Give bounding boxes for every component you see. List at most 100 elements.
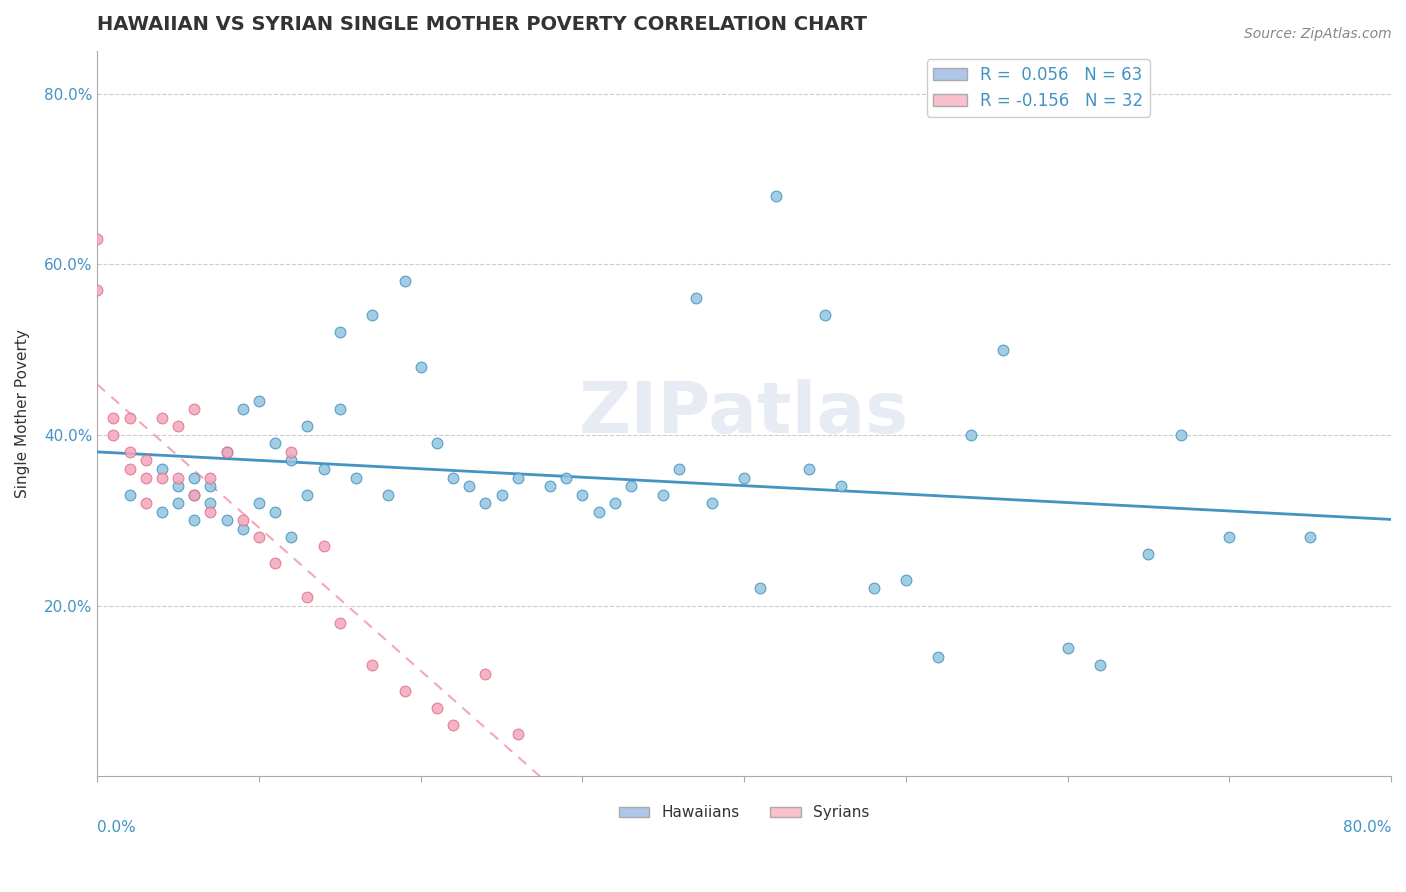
Point bbox=[183, 487, 205, 501]
Point bbox=[200, 505, 222, 519]
Point bbox=[264, 505, 287, 519]
Point bbox=[394, 683, 416, 698]
Point bbox=[103, 410, 125, 425]
Point bbox=[167, 419, 190, 434]
Point bbox=[150, 470, 173, 484]
Point bbox=[441, 718, 464, 732]
Point bbox=[135, 470, 157, 484]
Legend: Hawaiians, Syrians: Hawaiians, Syrians bbox=[613, 799, 876, 827]
Point bbox=[426, 436, 449, 450]
Point bbox=[377, 487, 399, 501]
Point bbox=[183, 402, 205, 417]
Point bbox=[441, 470, 464, 484]
Point bbox=[329, 326, 352, 340]
Point bbox=[135, 453, 157, 467]
Point bbox=[894, 573, 917, 587]
Point bbox=[1218, 530, 1240, 544]
Point bbox=[247, 496, 270, 510]
Point bbox=[588, 505, 610, 519]
Point bbox=[135, 496, 157, 510]
Point bbox=[830, 479, 852, 493]
Point bbox=[555, 470, 578, 484]
Point bbox=[200, 479, 222, 493]
Point bbox=[183, 513, 205, 527]
Point bbox=[264, 436, 287, 450]
Point bbox=[538, 479, 561, 493]
Point bbox=[685, 291, 707, 305]
Point bbox=[200, 496, 222, 510]
Point bbox=[118, 462, 141, 476]
Point bbox=[927, 649, 949, 664]
Point bbox=[86, 231, 108, 245]
Point bbox=[394, 274, 416, 288]
Point bbox=[150, 410, 173, 425]
Point bbox=[264, 556, 287, 570]
Point bbox=[862, 582, 884, 596]
Point bbox=[103, 427, 125, 442]
Text: HAWAIIAN VS SYRIAN SINGLE MOTHER POVERTY CORRELATION CHART: HAWAIIAN VS SYRIAN SINGLE MOTHER POVERTY… bbox=[97, 15, 868, 34]
Point bbox=[474, 496, 496, 510]
Point bbox=[232, 522, 254, 536]
Point bbox=[215, 445, 238, 459]
Point bbox=[118, 445, 141, 459]
Point bbox=[183, 470, 205, 484]
Point bbox=[297, 419, 319, 434]
Point bbox=[426, 701, 449, 715]
Point bbox=[329, 615, 352, 630]
Point bbox=[1088, 658, 1111, 673]
Point bbox=[733, 470, 755, 484]
Point bbox=[183, 487, 205, 501]
Point bbox=[361, 309, 384, 323]
Point bbox=[959, 427, 981, 442]
Point bbox=[1299, 530, 1322, 544]
Point bbox=[506, 726, 529, 740]
Point bbox=[1056, 641, 1078, 656]
Point bbox=[280, 530, 302, 544]
Point bbox=[458, 479, 481, 493]
Point bbox=[620, 479, 643, 493]
Text: 0.0%: 0.0% bbox=[97, 820, 136, 835]
Point bbox=[312, 462, 335, 476]
Point bbox=[247, 530, 270, 544]
Point bbox=[312, 539, 335, 553]
Point bbox=[118, 487, 141, 501]
Point bbox=[991, 343, 1014, 357]
Point bbox=[167, 496, 190, 510]
Point bbox=[361, 658, 384, 673]
Point bbox=[150, 462, 173, 476]
Point bbox=[668, 462, 690, 476]
Point bbox=[167, 470, 190, 484]
Point bbox=[344, 470, 367, 484]
Point bbox=[1170, 427, 1192, 442]
Point bbox=[765, 189, 787, 203]
Point bbox=[232, 402, 254, 417]
Point bbox=[86, 283, 108, 297]
Point bbox=[506, 470, 529, 484]
Point bbox=[571, 487, 593, 501]
Point bbox=[1137, 547, 1160, 561]
Point bbox=[797, 462, 820, 476]
Point bbox=[118, 410, 141, 425]
Point bbox=[652, 487, 675, 501]
Y-axis label: Single Mother Poverty: Single Mother Poverty bbox=[15, 329, 30, 498]
Point bbox=[215, 513, 238, 527]
Point bbox=[474, 666, 496, 681]
Point bbox=[215, 445, 238, 459]
Point bbox=[603, 496, 626, 510]
Point bbox=[280, 445, 302, 459]
Point bbox=[814, 309, 837, 323]
Text: Source: ZipAtlas.com: Source: ZipAtlas.com bbox=[1244, 27, 1392, 41]
Point bbox=[700, 496, 723, 510]
Point bbox=[247, 393, 270, 408]
Point bbox=[167, 479, 190, 493]
Point bbox=[297, 590, 319, 604]
Point bbox=[329, 402, 352, 417]
Text: 80.0%: 80.0% bbox=[1343, 820, 1391, 835]
Point bbox=[297, 487, 319, 501]
Point bbox=[749, 582, 772, 596]
Text: ZIPatlas: ZIPatlas bbox=[579, 379, 910, 448]
Point bbox=[409, 359, 432, 374]
Point bbox=[200, 470, 222, 484]
Point bbox=[491, 487, 513, 501]
Point bbox=[280, 453, 302, 467]
